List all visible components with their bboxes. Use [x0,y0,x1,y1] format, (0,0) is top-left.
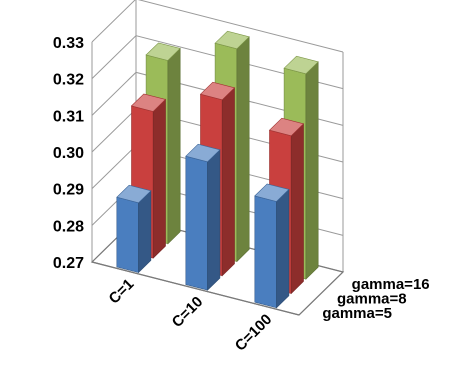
bar [254,183,290,309]
y-tick-label: 0.32 [53,72,84,89]
bar-side [207,149,221,291]
bar-front [116,196,139,273]
bars [116,30,319,309]
bar-top [254,183,290,202]
x-tick-label: C=1 [106,276,138,308]
bar-side [138,190,152,274]
y-tick-label: 0.33 [53,35,84,52]
gridline [91,0,344,53]
x-tick-label: C=10 [169,293,207,331]
bar [116,184,152,274]
bar-front [185,155,208,291]
bar-top [214,30,250,50]
bar-top [116,184,152,204]
bar-top [130,93,167,112]
series-label: gamma=5 [322,305,392,322]
bar-top [145,42,181,61]
bar-side [236,36,250,263]
y-tick-label: 0.31 [53,108,84,125]
series-label: gamma=16 [352,276,430,293]
y-tick-label: 0.30 [53,145,84,162]
bar-side [221,87,235,277]
series-label: gamma=8 [337,291,407,308]
x-tick-label: C=100 [232,311,276,355]
bar-top [283,55,319,75]
bar [185,143,221,291]
bar-top [199,81,236,101]
bar-side [167,47,181,245]
y-tick-label: 0.28 [53,218,84,235]
bar-front [254,195,277,309]
bar-side [305,61,319,280]
bar-side [290,123,304,295]
y-tick-label: 0.27 [53,255,84,272]
y-tick-label: 0.29 [53,182,84,199]
bar-top [268,117,305,137]
bar-side [276,188,290,309]
gridlines [91,0,344,273]
x-axis [91,261,300,316]
depth-axis [298,271,344,316]
bar-top [185,143,221,163]
bar-side [152,98,166,259]
